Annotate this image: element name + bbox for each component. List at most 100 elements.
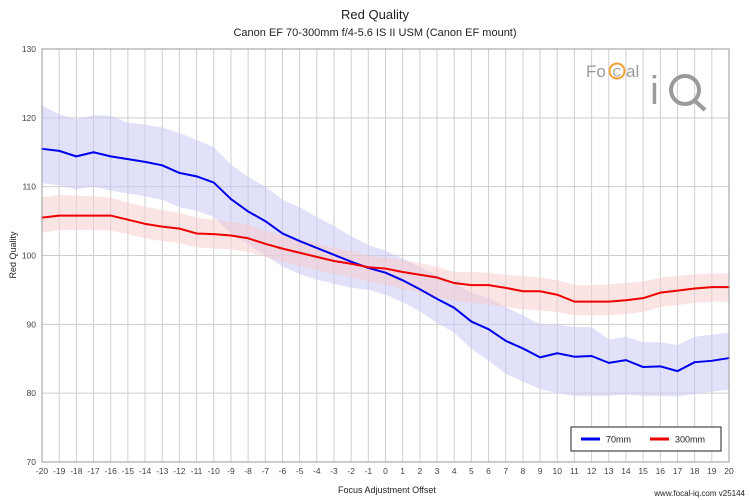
data-point-300mm: [470, 284, 473, 286]
focal-iq-logo: Fo C al i: [586, 62, 707, 113]
plot-frame: [41, 48, 730, 463]
x-tick-label: -16: [105, 466, 118, 476]
data-point-70mm: [92, 151, 95, 154]
data-point-70mm: [195, 175, 198, 178]
x-tick-label: -12: [173, 466, 186, 476]
data-point-300mm: [178, 227, 181, 230]
x-tick-label: 18: [690, 466, 700, 476]
data-point-300mm: [384, 267, 387, 270]
data-point-70mm: [556, 352, 559, 355]
data-point-300mm: [144, 222, 146, 225]
data-point-300mm: [676, 289, 679, 292]
y-tick-label: 90: [27, 319, 37, 329]
x-tick-label: 12: [587, 466, 597, 476]
data-point-300mm: [298, 251, 301, 254]
data-point-70mm: [539, 356, 541, 359]
data-point-300mm: [315, 255, 318, 258]
y-tick-label: 80: [27, 388, 37, 398]
data-point-300mm: [642, 297, 645, 300]
data-point-300mm: [573, 300, 576, 303]
data-point-70mm: [573, 355, 576, 358]
svg-text:C: C: [613, 66, 622, 80]
x-axis-label: Focus Adjustment Offset: [338, 485, 436, 495]
data-point-70mm: [522, 347, 524, 350]
data-point-70mm: [384, 271, 387, 274]
chart-title: Red Quality: [341, 7, 409, 22]
data-point-70mm: [504, 339, 507, 342]
data-point-300mm: [659, 291, 662, 294]
x-tick-label: -6: [279, 466, 287, 476]
data-point-300mm: [522, 290, 524, 293]
data-point-70mm: [247, 210, 250, 213]
x-tick-label: -18: [70, 466, 83, 476]
x-tick-label: 15: [638, 466, 648, 476]
y-axis-label: Red Quality: [8, 231, 18, 279]
x-tick-label: 5: [469, 466, 474, 476]
legend-label-300mm: 300mm: [675, 435, 705, 445]
x-tick-label: -9: [227, 466, 235, 476]
x-tick-label: 11: [570, 466, 579, 476]
svg-text:al: al: [626, 62, 639, 81]
x-tick-label: -3: [330, 466, 338, 476]
series-lines: [41, 147, 730, 373]
data-point-70mm: [418, 288, 421, 291]
credit-text: www.focal-iq.com v25144: [653, 489, 745, 498]
data-point-300mm: [401, 271, 404, 273]
x-tick-label: -2: [347, 466, 355, 476]
x-tick-label: -11: [191, 466, 203, 476]
data-point-70mm: [126, 158, 129, 161]
data-point-70mm: [693, 361, 696, 364]
data-point-300mm: [590, 300, 593, 303]
x-tick-label: 3: [435, 466, 440, 476]
data-point-70mm: [710, 359, 713, 362]
x-tick-label: 1: [400, 466, 405, 476]
x-tick-label: 0: [383, 466, 388, 476]
data-point-70mm: [161, 164, 164, 167]
data-point-300mm: [607, 300, 610, 303]
data-point-300mm: [126, 218, 129, 221]
x-tick-label: -4: [313, 466, 321, 476]
x-tick-label: 8: [521, 466, 526, 476]
x-tick-label: -17: [87, 466, 100, 476]
data-point-70mm: [350, 260, 353, 263]
x-tick-label: 14: [621, 466, 631, 476]
data-point-70mm: [298, 240, 301, 242]
x-tick-label: 17: [673, 466, 683, 476]
band-70mm: [42, 105, 729, 397]
data-point-300mm: [264, 242, 267, 245]
data-point-300mm: [436, 276, 438, 279]
data-point-300mm: [333, 260, 335, 262]
y-tick-labels: 70 80 90 100 110 120 130: [22, 44, 36, 467]
x-tick-label: -19: [53, 466, 66, 476]
x-tick-label: -1: [365, 466, 373, 476]
x-tick-label: 7: [503, 466, 508, 476]
data-point-70mm: [264, 220, 267, 222]
data-point-300mm: [212, 233, 215, 236]
data-point-70mm: [75, 155, 78, 158]
data-point-300mm: [161, 225, 164, 228]
data-point-70mm: [178, 172, 181, 174]
band-300mm: [42, 194, 729, 316]
data-point-300mm: [247, 237, 250, 240]
data-point-300mm: [109, 214, 112, 217]
data-point-70mm: [590, 355, 593, 357]
data-point-70mm: [453, 306, 456, 309]
y-tick-label: 70: [27, 457, 37, 467]
x-tick-label: 13: [604, 466, 614, 476]
y-tick-label: 100: [22, 251, 36, 261]
data-point-300mm: [230, 234, 232, 237]
data-point-300mm: [625, 299, 627, 302]
data-point-70mm: [676, 370, 679, 373]
data-point-300mm: [281, 247, 284, 250]
data-point-300mm: [504, 286, 507, 289]
svg-text:Fo: Fo: [586, 62, 606, 81]
data-point-300mm: [418, 273, 421, 276]
data-point-70mm: [109, 155, 112, 158]
x-tick-label: -14: [139, 466, 152, 476]
data-point-70mm: [607, 361, 610, 364]
x-tick-label: 20: [724, 466, 734, 476]
data-point-300mm: [556, 293, 559, 296]
data-point-300mm: [92, 214, 95, 217]
data-point-70mm: [58, 149, 61, 152]
data-point-300mm: [539, 290, 541, 293]
